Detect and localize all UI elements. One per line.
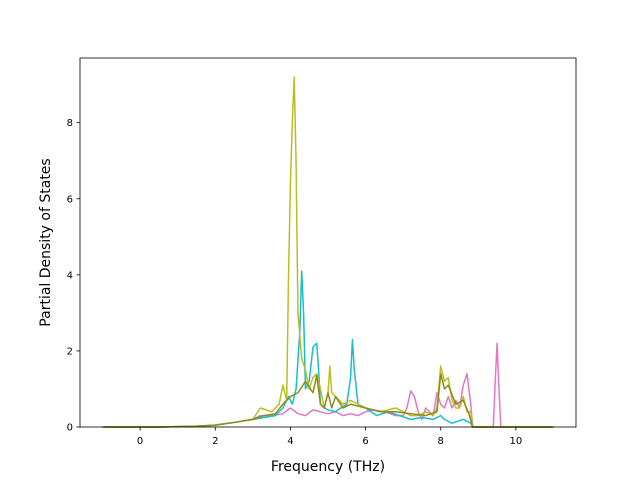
x-axis-label: Frequency (THz) [271,459,385,475]
y-tick-label: 8 [67,118,73,129]
x-tick-label: 0 [137,436,143,447]
x-tick-label: 10 [510,436,523,447]
series-line-2 [102,270,554,428]
x-tick-label: 2 [212,436,218,447]
y-axis: 0 2 4 6 8 [67,118,80,434]
x-tick-label: 6 [362,436,368,447]
plot-frame [79,57,577,428]
series-line-4 [102,372,554,428]
x-tick-label: 8 [438,436,444,447]
y-axis-label: Partial Density of States [38,158,54,326]
x-tick-label: 4 [287,436,293,447]
y-tick-label: 4 [67,270,73,281]
y-tick-label: 2 [67,346,73,357]
x-axis: 0 2 4 6 8 10 [137,427,522,447]
series-line-3 [102,76,554,428]
y-tick-label: 0 [67,423,73,434]
y-tick-label: 6 [67,194,73,205]
